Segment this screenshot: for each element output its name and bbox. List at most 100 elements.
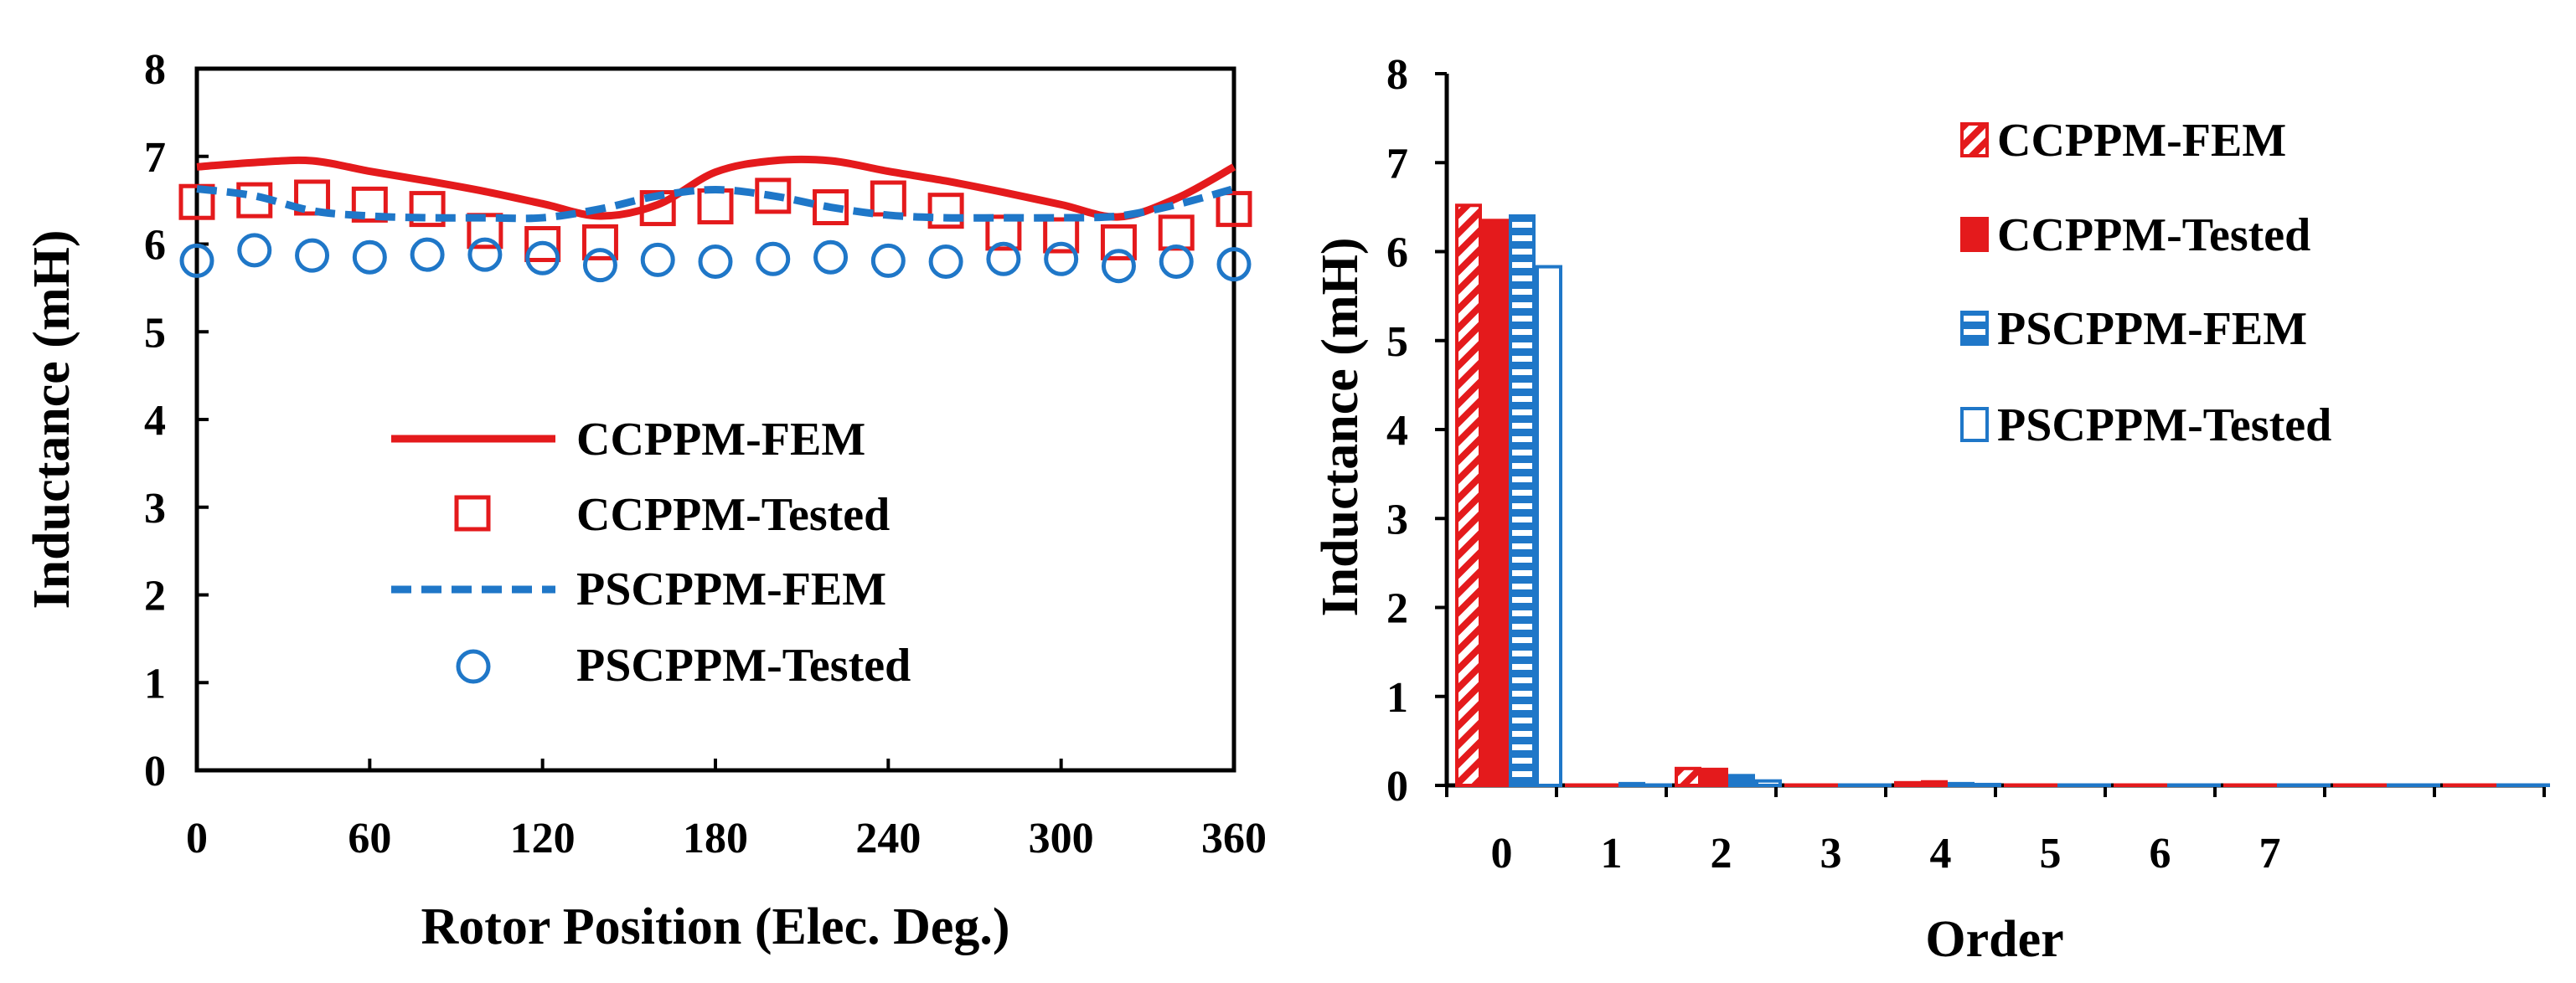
legend: CCPPM-FEM CCPPM-Tested PSCPPM-FEM PSCPPM… — [1960, 115, 2331, 451]
legend: CCPPM-FEM CCPPM-Tested PSCPPM-FEM PSCPPM… — [391, 414, 911, 692]
y-axis-title: Inductance (mH) — [23, 230, 80, 610]
data-point-pscppm-tested — [1044, 241, 1079, 276]
bar-pscppm-tested — [1645, 783, 1672, 787]
legend-label-ccppm-tested: CCPPM-Tested — [576, 489, 890, 541]
bar-pscppm-fem — [1509, 214, 1536, 787]
legend-label-ccppm-tested: CCPPM-Tested — [1997, 209, 2310, 261]
legend-swatch-pscppm-fem — [1960, 311, 1989, 346]
data-point-ccppm-tested — [351, 186, 388, 223]
y-tick-label: 7 — [144, 134, 166, 182]
series-line-ccppm-fem — [196, 155, 1236, 221]
x-tick-label: 0 — [186, 815, 208, 862]
y-tick-label: 4 — [144, 397, 166, 445]
x-tick-label: 60 — [348, 815, 391, 862]
x-tick-label: 3 — [1820, 830, 1842, 877]
y-tick-label: 2 — [144, 573, 166, 620]
x-tick-label: 7 — [2259, 830, 2281, 877]
x-axis-title: Order — [1925, 911, 2063, 968]
data-point-pscppm-tested — [525, 240, 560, 275]
bar-ccppm-fem — [2443, 783, 2470, 787]
legend-label-pscppm-fem: PSCPPM-FEM — [576, 564, 886, 615]
bar-ccppm-tested — [2140, 783, 2167, 787]
data-point-ccppm-tested — [524, 226, 561, 262]
data-point-pscppm-tested — [756, 241, 791, 276]
y-tick-label: 1 — [1386, 674, 1408, 722]
bar-ccppm-fem — [1784, 783, 1811, 787]
x-tick-label: 0 — [1491, 830, 1513, 877]
x-axis-ticks: 0 1 2 3 4 5 6 7 — [1445, 785, 2546, 877]
data-point-ccppm-tested — [178, 183, 215, 220]
x-axis-title: Rotor Position (Elec. Deg.) — [421, 898, 1009, 955]
legend-swatch-ccppm-tested — [1960, 217, 1989, 252]
y-tick-label: 1 — [144, 660, 166, 708]
y-tick-label: 4 — [1386, 407, 1408, 455]
bar-ccppm-tested — [2360, 783, 2387, 787]
data-point-ccppm-tested — [813, 189, 849, 226]
series-layer — [178, 155, 1252, 284]
bar-pscppm-fem — [2057, 783, 2084, 787]
legend-swatch-ccppm-fem — [1960, 122, 1989, 157]
data-point-pscppm-tested — [352, 239, 387, 275]
bar-ccppm-tested — [1592, 783, 1618, 787]
bar-ccppm-fem — [1894, 780, 1921, 787]
bar-ccppm-fem — [1675, 766, 1701, 787]
x-tick-label: 120 — [510, 815, 576, 862]
bar-ccppm-fem — [2333, 783, 2360, 787]
bar-pscppm-tested — [2194, 783, 2221, 787]
bar-pscppm-tested — [1755, 779, 1782, 787]
data-point-pscppm-tested — [237, 233, 272, 268]
x-tick-label: 2 — [1711, 830, 1732, 877]
bar-pscppm-tested — [2304, 783, 2331, 787]
bar-pscppm-tested — [1536, 265, 1562, 787]
data-point-ccppm-tested — [1216, 191, 1252, 228]
legend-label-ccppm-fem: CCPPM-FEM — [1997, 115, 2286, 167]
y-tick-label: 6 — [1386, 229, 1408, 277]
y-tick-label: 8 — [1386, 51, 1408, 99]
data-point-ccppm-tested — [927, 193, 964, 229]
y-axis-ticks: 0 1 2 3 4 5 6 7 8 — [1386, 51, 1447, 811]
data-point-pscppm-tested — [698, 244, 733, 279]
bar-pscppm-fem — [1618, 781, 1645, 787]
y-tick-label: 7 — [1386, 140, 1408, 188]
bar-ccppm-tested — [1482, 219, 1509, 787]
data-point-ccppm-tested — [1158, 214, 1195, 251]
line-chart: 0 1 2 3 4 5 6 7 8 0 60 120 180 240 300 360 Inductance … — [23, 46, 1267, 955]
legend-label-pscppm-fem: PSCPPM-FEM — [1997, 303, 2307, 355]
legend-swatch-ccppm-tested — [454, 495, 491, 532]
legend-swatch-pscppm-tested — [456, 649, 491, 684]
y-tick-label: 2 — [1386, 585, 1408, 633]
bar-ccppm-fem — [1565, 783, 1592, 787]
bar-ccppm-tested — [1811, 783, 1838, 787]
data-point-pscppm-tested — [410, 237, 445, 272]
data-point-pscppm-tested — [467, 237, 503, 272]
data-point-ccppm-tested — [697, 188, 734, 224]
bar-pscppm-fem — [2277, 783, 2304, 787]
data-point-pscppm-tested — [295, 238, 330, 273]
y-tick-label: 0 — [1386, 763, 1408, 811]
x-tick-label: 180 — [683, 815, 748, 862]
bar-ccppm-tested — [1701, 767, 1728, 787]
bar-ccppm-tested — [2031, 783, 2057, 787]
data-point-ccppm-tested — [581, 224, 618, 260]
data-point-ccppm-tested — [1043, 217, 1080, 254]
bar-ccppm-tested — [2250, 783, 2277, 787]
bar-ccppm-fem — [1455, 203, 1482, 787]
x-tick-label: 1 — [1601, 830, 1623, 877]
data-point-ccppm-tested — [1100, 224, 1137, 260]
data-point-pscppm-tested — [813, 239, 849, 275]
x-tick-label: 6 — [2150, 830, 2171, 877]
y-tick-label: 8 — [144, 46, 166, 94]
legend-swatch-pscppm-tested — [1960, 407, 1989, 442]
data-point-pscppm-tested — [640, 242, 675, 277]
legend-label-pscppm-tested: PSCPPM-Tested — [576, 640, 911, 692]
y-tick-label: 6 — [144, 222, 166, 270]
data-point-ccppm-tested — [755, 178, 792, 214]
bar-ccppm-tested — [2470, 783, 2496, 787]
legend-label-pscppm-tested: PSCPPM-Tested — [1997, 399, 2331, 451]
x-tick-label: 5 — [2040, 830, 2062, 877]
x-tick-label: 240 — [855, 815, 921, 862]
bar-pscppm-fem — [2167, 783, 2194, 787]
bar-ccppm-tested — [1921, 780, 1948, 787]
data-point-ccppm-tested — [870, 180, 906, 217]
